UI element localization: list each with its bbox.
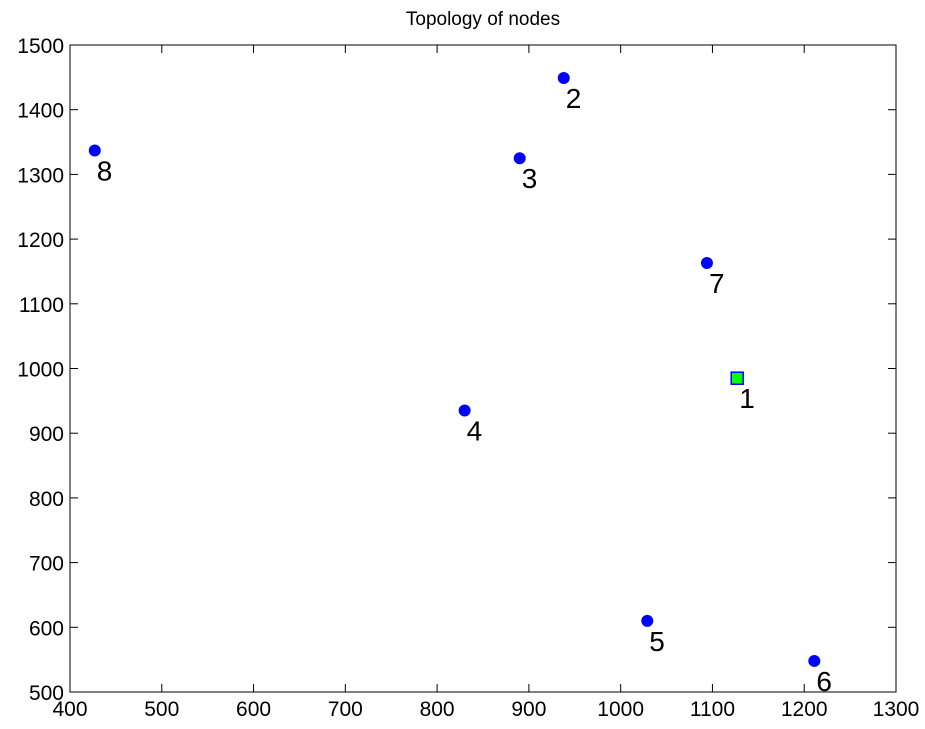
y-tick-label: 1200 <box>17 229 64 252</box>
node-marker-3 <box>513 152 526 165</box>
node-marker-5 <box>641 614 654 627</box>
x-tick-label: 1100 <box>690 698 735 721</box>
y-tick-label: 1000 <box>17 359 64 382</box>
node-label-4: 4 <box>467 416 483 447</box>
x-tick-label: 1200 <box>781 698 828 721</box>
node-marker-6 <box>808 654 821 667</box>
y-tick-label: 800 <box>29 488 64 511</box>
node-marker-7 <box>700 257 713 270</box>
x-tick-label: 800 <box>420 698 455 721</box>
x-tick-label: 1300 <box>873 698 920 721</box>
node-label-1: 1 <box>739 383 755 414</box>
chart-title: Topology of nodes <box>406 9 560 30</box>
node-marker-8 <box>88 144 101 157</box>
x-tick-label: 1000 <box>597 698 644 721</box>
x-tick-label: 700 <box>328 698 363 721</box>
y-tick-label: 700 <box>29 553 64 576</box>
x-tick-label: 400 <box>52 698 87 721</box>
y-tick-label: 1500 <box>17 35 64 58</box>
node-label-8: 8 <box>97 155 113 186</box>
x-tick-label: 500 <box>144 698 179 721</box>
y-tick-label: 1400 <box>17 100 64 123</box>
node-label-3: 3 <box>522 163 538 194</box>
y-tick-label: 1100 <box>19 294 64 317</box>
axis-ticks: 400 500 600 700 800 900 1000 1100 1200 1300500600… <box>17 35 919 721</box>
node-label-6: 6 <box>816 666 832 697</box>
y-tick-label: 900 <box>29 423 64 446</box>
plot-area-frame <box>69 44 897 693</box>
y-tick-label: 1300 <box>17 164 64 187</box>
node-marker-2 <box>557 71 570 84</box>
x-tick-label: 900 <box>511 698 546 721</box>
x-tick-label: 600 <box>236 698 271 721</box>
node-label-2: 2 <box>566 83 582 114</box>
y-tick-label: 500 <box>29 682 64 705</box>
y-tick-label: 600 <box>29 617 64 640</box>
node-label-5: 5 <box>649 626 665 657</box>
node-markers: 1 2 3 4 5 6 7 8 <box>88 71 832 697</box>
node-marker-4 <box>458 404 471 417</box>
node-label-7: 7 <box>709 268 725 299</box>
node-marker-1 <box>730 371 744 385</box>
